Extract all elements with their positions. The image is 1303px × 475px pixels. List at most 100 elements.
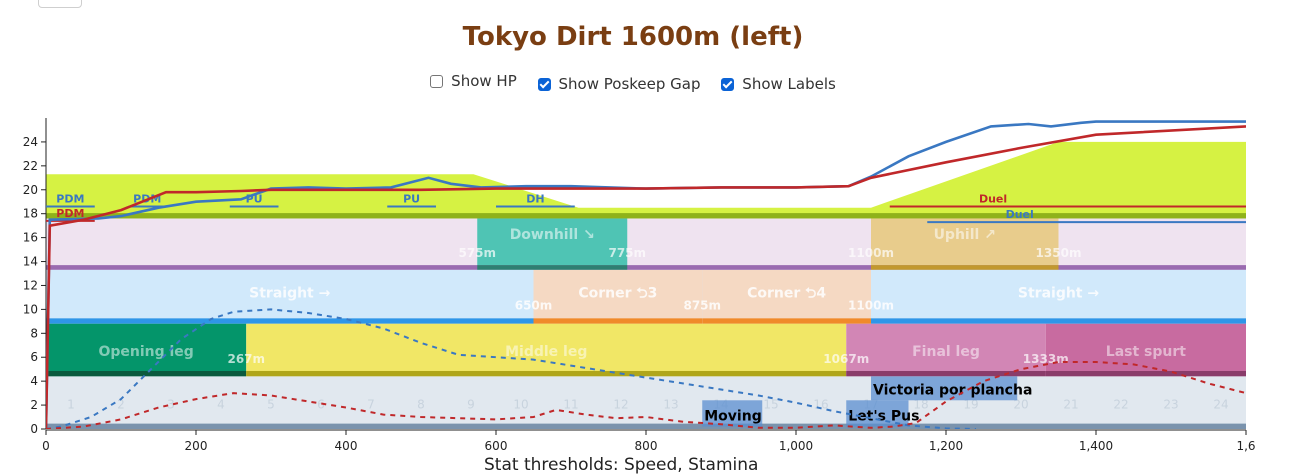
skill-bar <box>702 400 763 427</box>
track-section-label: Straight → <box>1018 285 1099 301</box>
section-number: 21 <box>1063 398 1078 412</box>
display-options: Show HP Show Poskeep Gap Show Labels <box>0 72 1266 93</box>
track-section-corner <box>533 269 703 324</box>
phase-label: Last spurt <box>1106 344 1186 360</box>
section-number: 5 <box>267 398 275 412</box>
section-number: 8 <box>417 398 425 412</box>
show-labels-toggle[interactable]: Show Labels <box>721 75 836 93</box>
show-poskeep-gap-toggle[interactable]: Show Poskeep Gap <box>537 75 701 93</box>
section-number: 4 <box>217 398 225 412</box>
section-number: 6 <box>317 398 325 412</box>
y-tick-label: 20 <box>23 183 38 197</box>
section-number: 13 <box>663 398 678 412</box>
y-tick-label: 18 <box>23 207 38 221</box>
phase-middle <box>246 323 847 377</box>
y-tick-label: 12 <box>23 278 38 292</box>
section-number: 2 <box>117 398 125 412</box>
phase-bar-middle <box>246 370 847 377</box>
section-number: 3 <box>167 398 175 412</box>
show-labels-label: Show Labels <box>742 75 836 93</box>
track-section-bar <box>533 318 703 324</box>
show-hp-checkbox[interactable] <box>430 74 444 88</box>
section-number: 19 <box>963 398 978 412</box>
phase-label: Middle leg <box>505 344 587 360</box>
positioning-label: Duel <box>979 193 1007 206</box>
x-tick-label: 1,200 <box>929 439 963 453</box>
positioning-label: PU <box>403 193 420 206</box>
section-number: 24 <box>1213 398 1228 412</box>
track-section-straight <box>46 269 534 324</box>
track-section-bar <box>702 318 871 324</box>
slope-segment-uphill <box>871 218 1059 266</box>
phase-opening <box>46 323 247 377</box>
y-tick-label: 6 <box>30 350 38 364</box>
track-section-bar <box>871 318 1246 324</box>
track-section-label: Corner ⮌3 <box>578 285 657 301</box>
y-tick-label: 8 <box>30 326 38 340</box>
skill-label: Victoria por plancha <box>873 382 1032 398</box>
skill-label: Let's Pus <box>848 409 919 425</box>
skill-label: Moving <box>704 409 761 425</box>
track-section-bar <box>46 318 534 324</box>
positioning-label: PDM <box>56 207 84 220</box>
x-tick-label: 1,400 <box>1079 439 1113 453</box>
phase-bar-opening <box>46 370 247 377</box>
x-tick-label: 600 <box>485 439 508 453</box>
slope-band-background <box>46 218 1246 270</box>
show-poskeep-gap-checkbox[interactable] <box>537 77 551 91</box>
series-red-dashed-line <box>46 361 1246 429</box>
x-tick-label: 1,000 <box>779 439 813 453</box>
series-blue-solid-line <box>46 120 1246 429</box>
track-section-label: Corner ⮌4 <box>747 285 826 301</box>
section-number: 11 <box>563 398 578 412</box>
top-select[interactable]: ⌄ <box>38 0 82 8</box>
terrain-profile-area <box>46 141 1246 219</box>
track-section-corner <box>702 269 871 324</box>
y-tick-label: 14 <box>23 255 38 269</box>
phase-marker-label: 1067m <box>823 352 869 366</box>
section-number: 22 <box>1113 398 1128 412</box>
slope-segment-downhill <box>477 218 628 266</box>
y-tick-label: 24 <box>23 135 38 149</box>
x-tick-label: 400 <box>335 439 358 453</box>
section-number: 18 <box>913 398 928 412</box>
section-number: 10 <box>513 398 528 412</box>
section-band-background <box>46 376 1246 429</box>
section-number: 23 <box>1163 398 1178 412</box>
section-number: 9 <box>467 398 475 412</box>
chevron-down-icon: ⌄ <box>57 0 65 2</box>
y-tick-label: 4 <box>30 374 38 388</box>
show-hp-toggle[interactable]: Show HP <box>430 72 517 90</box>
slope-segment-label: Downhill ↘ <box>510 227 595 243</box>
slope-marker-label: 775m <box>608 246 646 260</box>
chart-title: Tokyo Dirt 1600m (left) <box>462 22 804 52</box>
slope-band-bar <box>46 265 1246 270</box>
section-number: 16 <box>813 398 828 412</box>
slope-marker-label: 1100m <box>848 246 894 260</box>
y-tick-label: 0 <box>30 422 38 436</box>
track-marker-label: 650m <box>515 298 553 312</box>
show-labels-checkbox[interactable] <box>721 77 735 91</box>
section-number: 20 <box>1013 398 1028 412</box>
series-red-solid-line <box>46 125 1246 429</box>
slope-marker-label: 1350m <box>1036 246 1082 260</box>
skill-bar <box>846 400 909 427</box>
y-tick-label: 16 <box>23 231 38 245</box>
y-tick-label: 10 <box>23 302 38 316</box>
x-tick-label: 1,6 <box>1236 439 1255 453</box>
phase-marker-label: 267m <box>227 352 265 366</box>
slope-segment-label: Uphill ↗ <box>934 227 996 243</box>
section-number: 12 <box>613 398 628 412</box>
track-marker-label: 1100m <box>848 298 894 312</box>
positioning-label: DH <box>526 193 544 206</box>
show-hp-label: Show HP <box>451 72 517 90</box>
skill-bar <box>871 376 1018 401</box>
section-band-bar <box>46 423 1246 429</box>
slope-segment-bar-downhill <box>477 265 628 270</box>
section-number: 15 <box>763 398 778 412</box>
y-tick-label: 22 <box>23 159 38 173</box>
y-tick-label: 2 <box>30 398 38 412</box>
track-marker-label: 875m <box>683 298 721 312</box>
section-number: 7 <box>367 398 375 412</box>
